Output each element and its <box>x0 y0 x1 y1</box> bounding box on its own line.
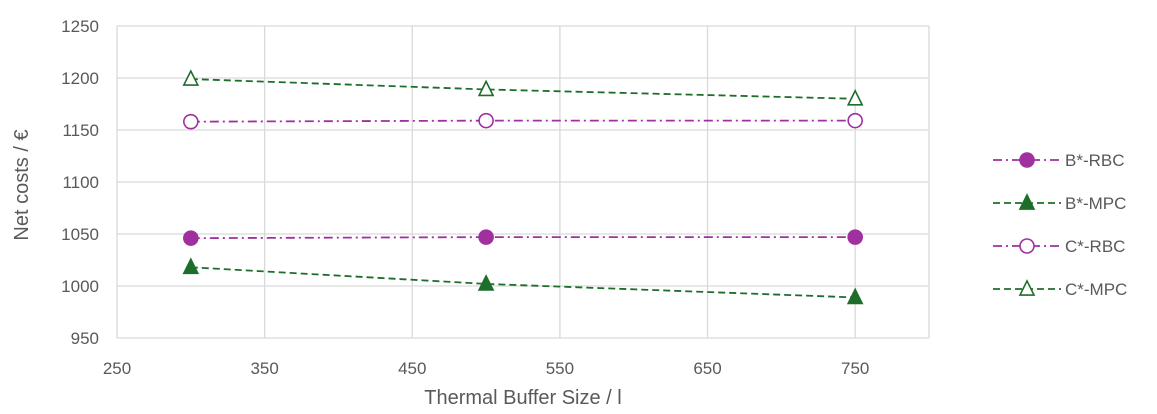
data-point <box>1019 152 1035 168</box>
data-point <box>477 274 495 291</box>
x-tick-labels: 250 350 450 550 650 750 <box>103 359 870 378</box>
x-tick-label: 350 <box>250 359 278 378</box>
y-tick-label: 950 <box>71 329 99 348</box>
data-point <box>846 287 864 305</box>
x-tick-label: 750 <box>841 359 869 378</box>
series-line <box>190 119 856 123</box>
legend: B*-RBC B*-MPC C*-RBC C*-MPC <box>993 151 1127 299</box>
data-point <box>846 88 864 106</box>
series-line <box>190 236 856 240</box>
y-tick-label: 1050 <box>61 225 99 244</box>
y-tick-label: 1100 <box>62 173 99 192</box>
series-b-mpc <box>182 257 864 305</box>
grid <box>116 25 930 339</box>
data-point <box>847 112 863 129</box>
legend-label: C*-MPC <box>1065 280 1127 299</box>
legend-item: C*-RBC <box>993 237 1125 256</box>
x-axis-title: Thermal Buffer Size / l <box>424 387 621 409</box>
data-point <box>847 229 863 245</box>
legend-label: B*-MPC <box>1065 194 1126 213</box>
x-tick-label: 650 <box>693 359 721 378</box>
x-tick-label: 450 <box>398 359 426 378</box>
legend-item: C*-MPC <box>993 279 1127 299</box>
data-point <box>183 113 199 130</box>
legend-label: C*-RBC <box>1065 237 1125 256</box>
data-point <box>182 69 200 86</box>
x-tick-label: 550 <box>546 359 574 378</box>
data-point <box>1018 193 1036 210</box>
y-tick-label: 1250 <box>61 17 99 36</box>
y-tick-label: 1150 <box>62 121 99 140</box>
data-point <box>477 79 495 97</box>
data-point <box>478 229 494 245</box>
legend-item: B*-MPC <box>993 193 1126 213</box>
series-c-rbc <box>183 112 863 130</box>
data-point <box>183 230 199 246</box>
data-point <box>1018 279 1036 296</box>
series-line <box>190 78 856 100</box>
series-line <box>190 266 856 299</box>
series-c-mpc <box>182 69 864 106</box>
y-tick-label: 1200 <box>61 69 99 88</box>
legend-item: B*-RBC <box>993 151 1125 170</box>
legend-label: B*-RBC <box>1065 151 1125 170</box>
data-point <box>1019 238 1035 254</box>
data-point <box>478 112 494 129</box>
y-axis-title: Net costs / € <box>11 129 33 240</box>
data-point <box>182 257 200 275</box>
series-layer <box>182 69 864 305</box>
y-tick-label: 1000 <box>61 277 99 296</box>
y-tick-labels: 950 1000 1050 1100 1150 1200 1250 <box>61 17 99 348</box>
series-b-rbc <box>183 229 863 246</box>
x-tick-label: 250 <box>103 359 131 378</box>
